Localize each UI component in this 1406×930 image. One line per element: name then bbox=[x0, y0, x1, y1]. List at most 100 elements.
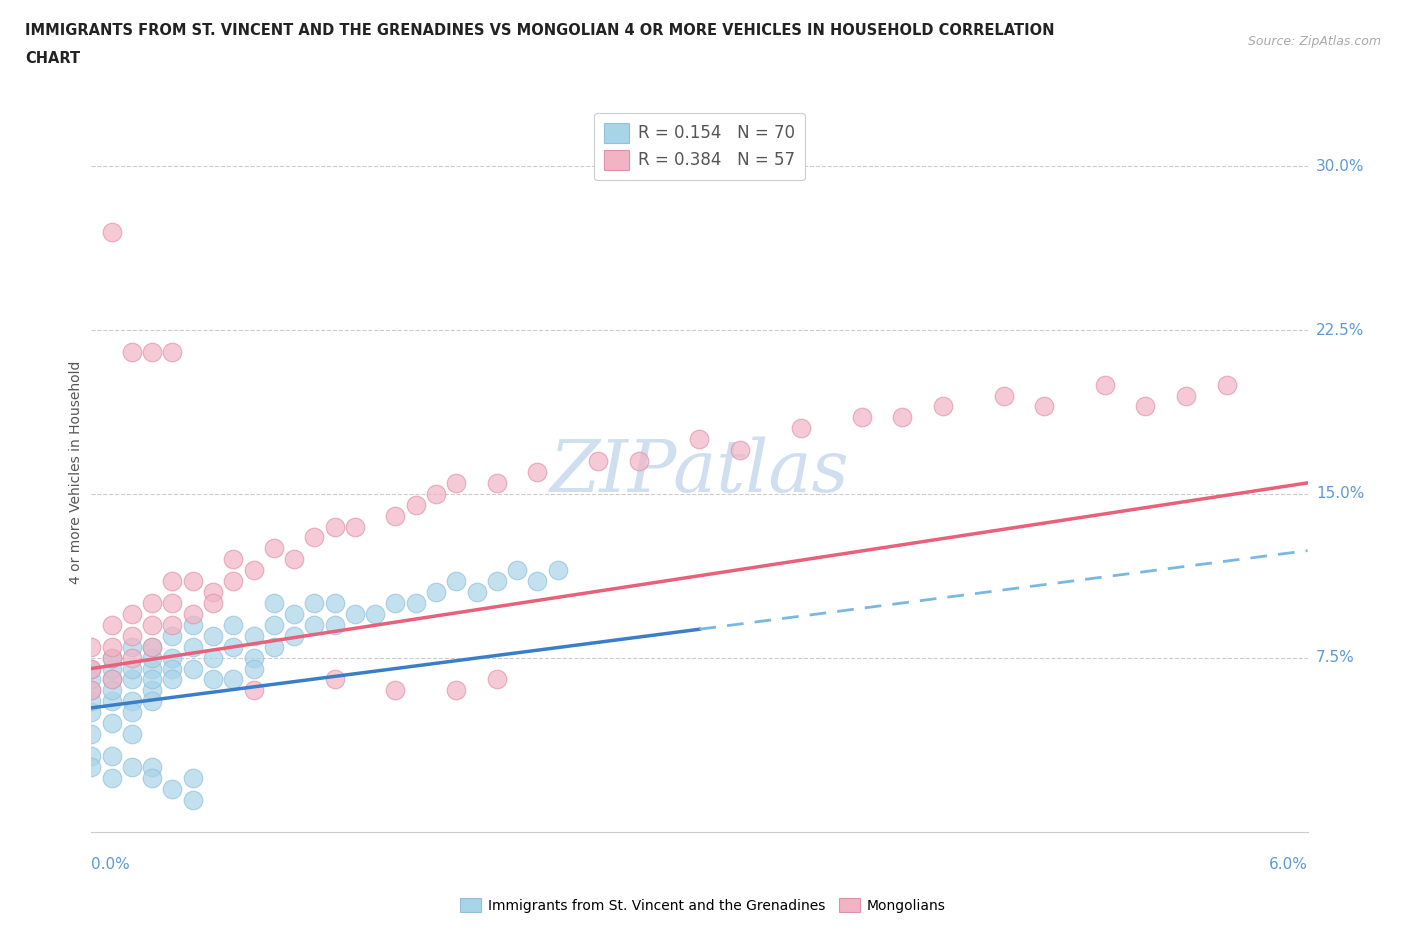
Point bbox=[444, 574, 467, 589]
Point bbox=[80, 661, 103, 676]
Point bbox=[202, 650, 225, 665]
Point bbox=[162, 574, 184, 589]
Point bbox=[242, 563, 264, 578]
Point bbox=[1215, 378, 1237, 392]
Point bbox=[283, 606, 305, 621]
Point bbox=[586, 454, 609, 469]
Point bbox=[100, 650, 122, 665]
Point bbox=[405, 498, 427, 512]
Point bbox=[384, 595, 406, 610]
Point bbox=[323, 519, 346, 534]
Point bbox=[242, 683, 264, 698]
Text: Source: ZipAtlas.com: Source: ZipAtlas.com bbox=[1247, 35, 1381, 48]
Point bbox=[80, 749, 103, 764]
Point bbox=[141, 639, 163, 654]
Text: 15.0%: 15.0% bbox=[1316, 486, 1364, 501]
Point bbox=[162, 595, 184, 610]
Point bbox=[242, 629, 264, 644]
Point bbox=[141, 694, 163, 709]
Point bbox=[526, 465, 548, 480]
Point bbox=[993, 388, 1015, 403]
Point bbox=[343, 519, 366, 534]
Point bbox=[100, 672, 122, 687]
Point bbox=[547, 563, 569, 578]
Point bbox=[851, 410, 873, 425]
Point bbox=[121, 760, 143, 775]
Point bbox=[100, 749, 122, 764]
Point bbox=[222, 672, 245, 687]
Point bbox=[465, 585, 488, 600]
Point bbox=[80, 683, 103, 698]
Point bbox=[121, 705, 143, 720]
Point bbox=[222, 574, 245, 589]
Point bbox=[444, 475, 467, 490]
Point bbox=[304, 595, 326, 610]
Point bbox=[627, 454, 650, 469]
Point bbox=[121, 344, 143, 359]
Point bbox=[80, 694, 103, 709]
Point bbox=[100, 224, 122, 239]
Point bbox=[263, 595, 285, 610]
Point bbox=[141, 760, 163, 775]
Point bbox=[141, 639, 163, 654]
Point bbox=[141, 672, 163, 687]
Point bbox=[485, 672, 508, 687]
Point bbox=[121, 672, 143, 687]
Point bbox=[100, 618, 122, 632]
Text: 7.5%: 7.5% bbox=[1316, 650, 1354, 665]
Point bbox=[263, 618, 285, 632]
Point bbox=[181, 661, 204, 676]
Point bbox=[162, 650, 184, 665]
Point bbox=[141, 770, 163, 785]
Point bbox=[162, 629, 184, 644]
Point bbox=[891, 410, 914, 425]
Point bbox=[343, 606, 366, 621]
Point bbox=[181, 574, 204, 589]
Point bbox=[121, 694, 143, 709]
Point bbox=[1175, 388, 1198, 403]
Point bbox=[80, 639, 103, 654]
Point bbox=[80, 705, 103, 720]
Point bbox=[80, 672, 103, 687]
Point bbox=[100, 661, 122, 676]
Point bbox=[790, 421, 813, 436]
Point bbox=[242, 661, 264, 676]
Point bbox=[688, 432, 710, 446]
Point bbox=[526, 574, 548, 589]
Point bbox=[364, 606, 387, 621]
Legend: R = 0.154   N = 70, R = 0.384   N = 57: R = 0.154 N = 70, R = 0.384 N = 57 bbox=[595, 113, 804, 180]
Point bbox=[181, 792, 204, 807]
Point bbox=[181, 770, 204, 785]
Point bbox=[162, 781, 184, 796]
Point bbox=[80, 683, 103, 698]
Point bbox=[121, 661, 143, 676]
Point bbox=[162, 344, 184, 359]
Point bbox=[141, 595, 163, 610]
Point bbox=[384, 683, 406, 698]
Point bbox=[181, 618, 204, 632]
Point bbox=[485, 574, 508, 589]
Point bbox=[202, 629, 225, 644]
Point bbox=[1033, 399, 1056, 414]
Point bbox=[80, 661, 103, 676]
Point bbox=[283, 629, 305, 644]
Point bbox=[100, 672, 122, 687]
Point bbox=[384, 508, 406, 523]
Point bbox=[141, 344, 163, 359]
Point bbox=[263, 541, 285, 556]
Point bbox=[242, 650, 264, 665]
Point bbox=[181, 606, 204, 621]
Point bbox=[80, 726, 103, 741]
Point bbox=[222, 551, 245, 566]
Point bbox=[100, 716, 122, 731]
Point bbox=[141, 618, 163, 632]
Point bbox=[304, 618, 326, 632]
Point bbox=[931, 399, 953, 414]
Y-axis label: 4 or more Vehicles in Household: 4 or more Vehicles in Household bbox=[69, 360, 83, 584]
Point bbox=[425, 486, 447, 501]
Point bbox=[728, 443, 751, 458]
Point bbox=[1094, 378, 1116, 392]
Legend: Immigrants from St. Vincent and the Grenadines, Mongolians: Immigrants from St. Vincent and the Gren… bbox=[454, 893, 952, 919]
Text: IMMIGRANTS FROM ST. VINCENT AND THE GRENADINES VS MONGOLIAN 4 OR MORE VEHICLES I: IMMIGRANTS FROM ST. VINCENT AND THE GREN… bbox=[25, 23, 1054, 38]
Point bbox=[121, 726, 143, 741]
